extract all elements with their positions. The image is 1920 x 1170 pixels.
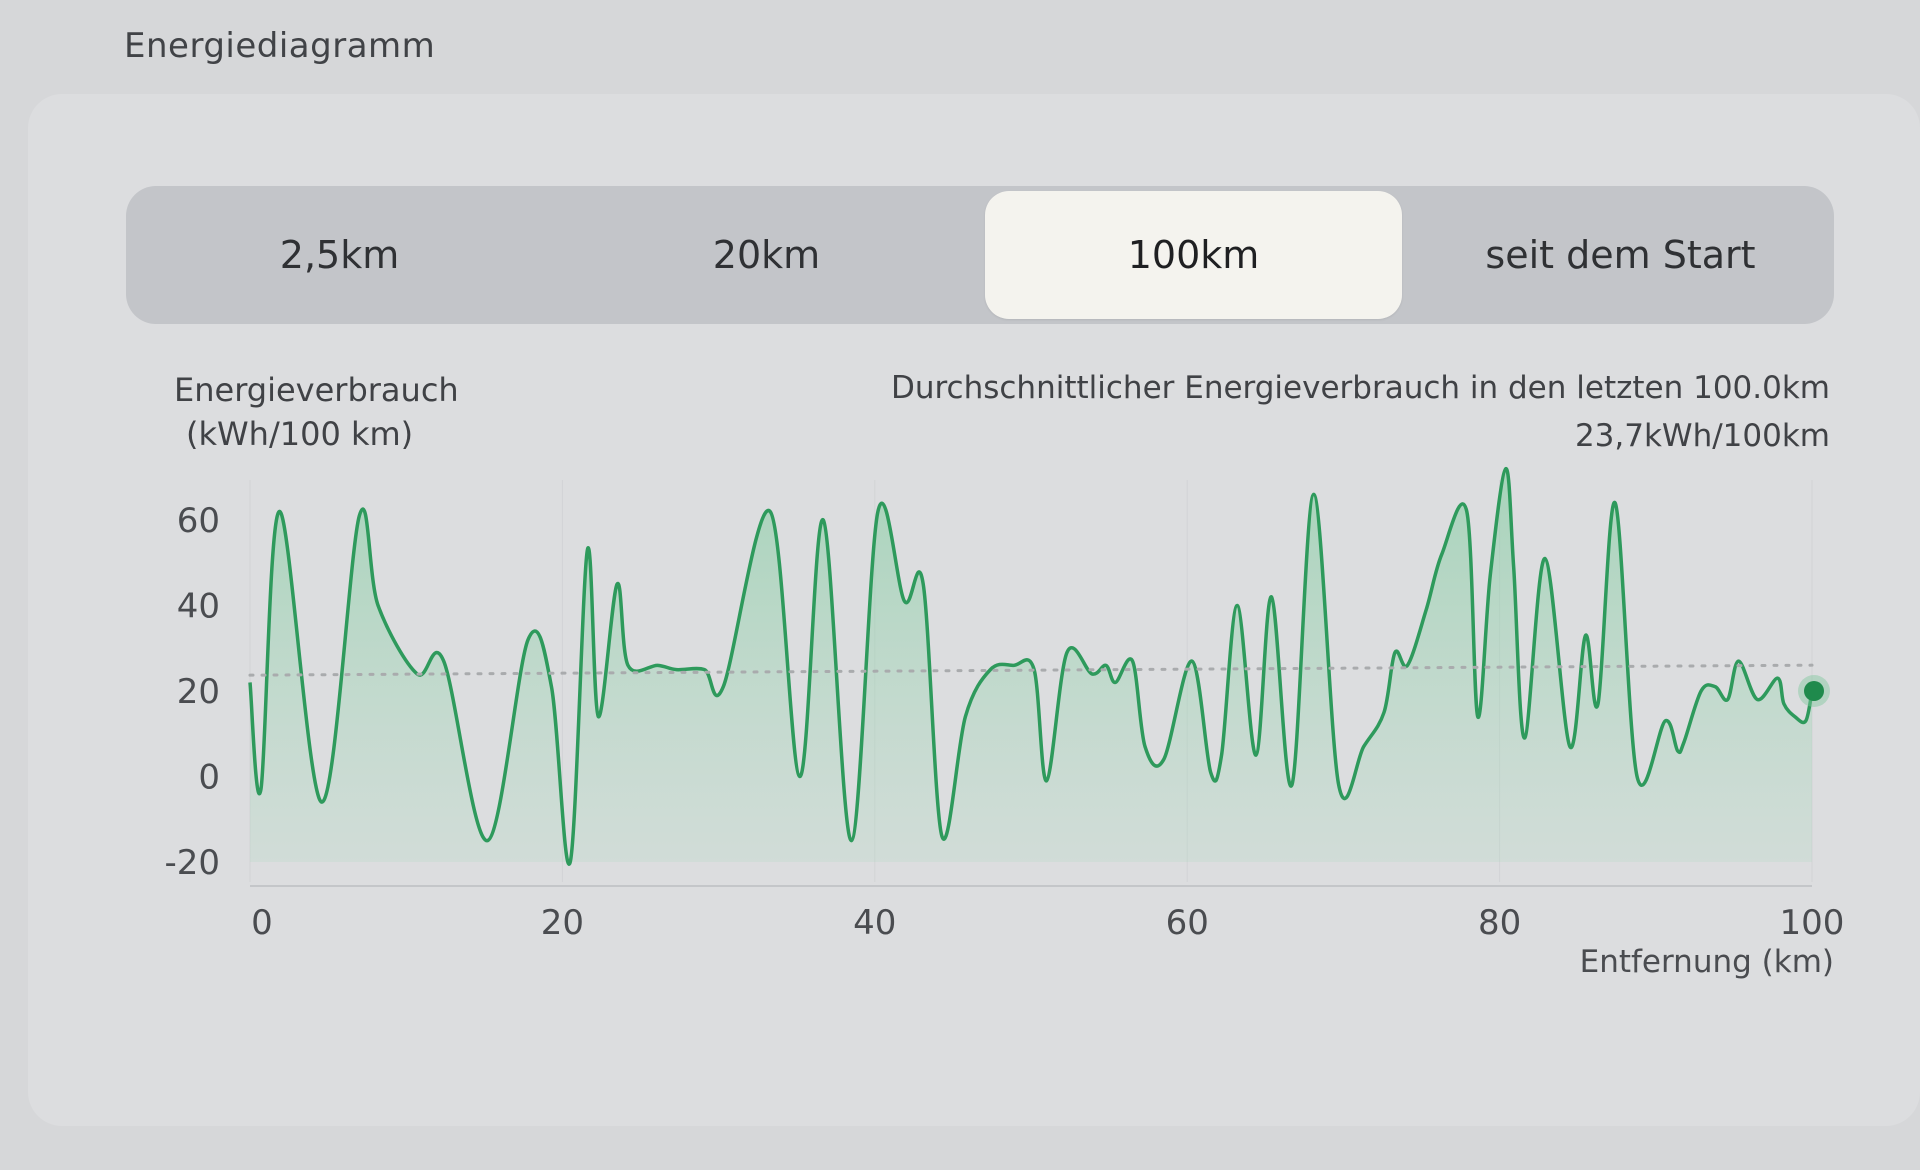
y-tick-label: 60 (177, 501, 220, 541)
y-axis-unit: (kWh/100 km) (186, 415, 414, 453)
y-axis-title: Energieverbrauch (kWh/100 km) (174, 368, 459, 456)
range-selector: 2,5km 20km 100km seit dem Start (126, 186, 1834, 324)
tab-20km[interactable]: 20km (712, 233, 821, 277)
average-heading: Durchschnittlicher Energieverbrauch in d… (890, 370, 1830, 406)
x-axis-title: Entfernung (km) (1580, 944, 1834, 980)
average-value: 23,7kWh/100km (1574, 418, 1830, 454)
current-point (1804, 681, 1824, 701)
consumption-line (248, 466, 1814, 866)
consumption-area (250, 468, 1812, 865)
tab-2-5km[interactable]: 2,5km (279, 233, 400, 277)
y-axis-title-line1: Energieverbrauch (174, 371, 459, 409)
tab-since-start[interactable]: seit dem Start (1485, 233, 1756, 277)
x-tick-label: 100 (1780, 903, 1845, 943)
x-tick-label: 20 (541, 903, 584, 943)
average-line (248, 663, 1814, 677)
x-tick-label: 0 (251, 903, 273, 943)
x-tick-label: 40 (853, 903, 896, 943)
y-tick-label: -20 (164, 843, 220, 883)
tab-100km[interactable]: 100km (985, 191, 1402, 319)
y-tick-label: 0 (198, 758, 220, 798)
average-summary: Durchschnittlicher Energieverbrauch in d… (891, 364, 1830, 460)
y-tick-label: 40 (177, 587, 220, 627)
x-tick-label: 60 (1166, 903, 1209, 943)
y-tick-label: 20 (177, 672, 220, 712)
page-title: Energiediagramm (124, 26, 436, 66)
x-tick-label: 80 (1478, 903, 1521, 943)
